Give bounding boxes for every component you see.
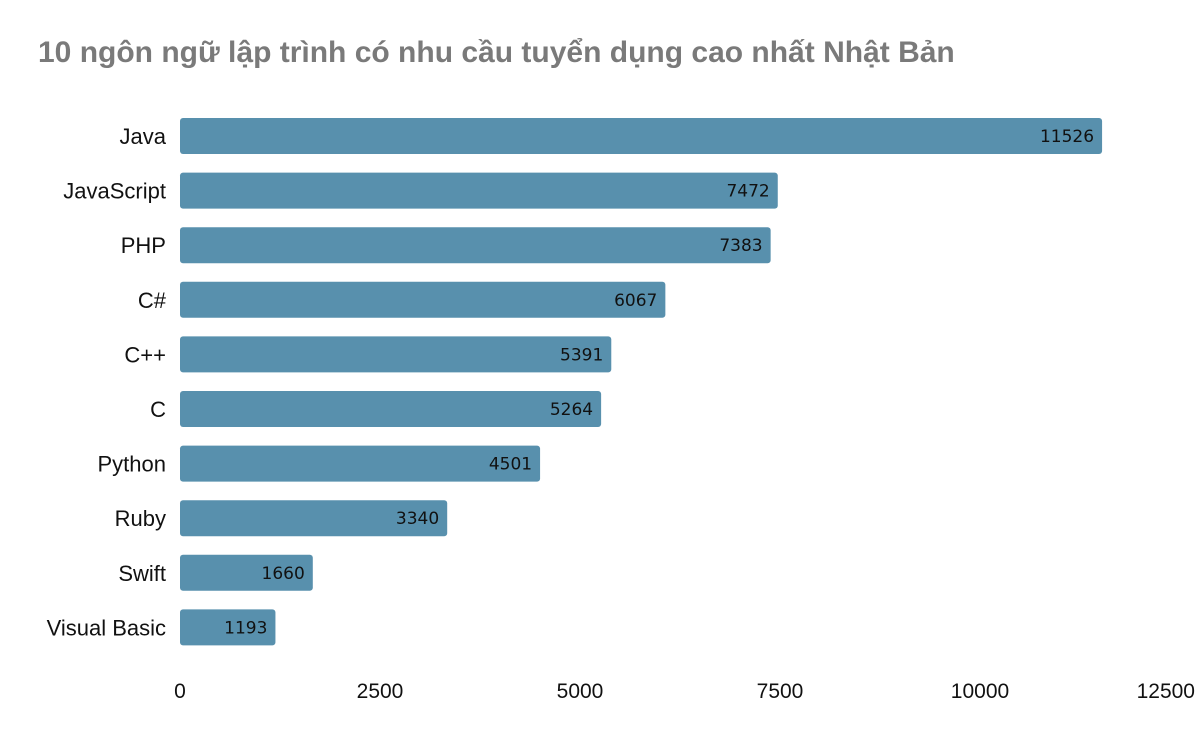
category-label: Visual Basic [47, 615, 166, 640]
bar-value-label: 5391 [560, 345, 603, 365]
category-label: C++ [124, 342, 166, 367]
bar [180, 281, 666, 318]
bar [180, 336, 612, 373]
bar [180, 391, 602, 427]
bar-value-label: 6067 [614, 291, 657, 311]
bar-value-label: 7472 [726, 182, 769, 202]
bar-value-label: 3340 [396, 509, 439, 529]
x-tick-label: 10000 [951, 680, 1009, 703]
category-label: Java [120, 124, 167, 149]
chart-title: 10 ngôn ngữ lập trình có nhu cầu tuyển d… [38, 36, 955, 69]
x-tick-label: 0 [174, 680, 186, 703]
bar-value-label: 7383 [719, 236, 762, 256]
bar-value-label: 5264 [550, 400, 593, 420]
bar [180, 554, 313, 591]
bar-value-label: 1193 [224, 618, 267, 638]
x-tick-label: 5000 [557, 680, 604, 703]
bar-value-label: 1660 [262, 564, 305, 584]
x-tick-label: 12500 [1137, 680, 1195, 703]
bar [180, 227, 771, 264]
x-tick-label: 2500 [357, 680, 404, 703]
bar [180, 172, 778, 209]
bar [180, 118, 1103, 154]
bar [180, 445, 541, 482]
category-label: JavaScript [63, 179, 166, 204]
category-label: PHP [121, 233, 166, 258]
bar [180, 609, 276, 646]
category-label: Swift [118, 561, 166, 586]
category-label: C# [138, 288, 167, 313]
bar-value-label: 11526 [1040, 127, 1094, 147]
category-label: Python [98, 452, 167, 477]
category-label: Ruby [115, 506, 166, 531]
bar-value-label: 4501 [489, 455, 532, 475]
category-label: C [150, 397, 166, 422]
bar [180, 500, 448, 537]
x-tick-label: 7500 [757, 680, 804, 703]
